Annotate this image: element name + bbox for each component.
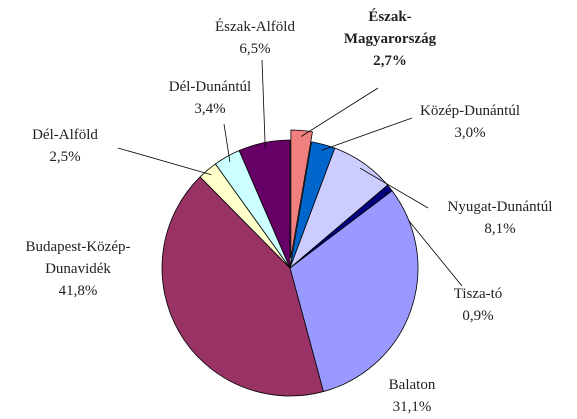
value-label: 2,7% bbox=[373, 53, 407, 69]
pie-slice bbox=[161, 176, 324, 397]
leader-line bbox=[359, 167, 429, 209]
leader-line bbox=[261, 59, 266, 149]
leader-line bbox=[321, 117, 413, 151]
leader-line bbox=[117, 147, 212, 176]
leader-line bbox=[223, 123, 231, 162]
value-label: 41,8% bbox=[58, 283, 98, 299]
category-label: Tisza-tó bbox=[453, 286, 503, 302]
category-label: Balaton bbox=[388, 377, 436, 393]
category-label: Észak-Magyarország bbox=[343, 9, 437, 47]
category-label: Dél-Dunántúl bbox=[168, 79, 252, 95]
category-label: Budapest-Közép-Dunavidék bbox=[25, 239, 131, 277]
slice-label: Észak-Alföld 6,5% bbox=[195, 16, 315, 60]
value-label: 0,9% bbox=[462, 308, 494, 324]
pie-slice bbox=[238, 139, 291, 269]
category-label: Észak-Alföld bbox=[215, 19, 295, 35]
value-label: 3,0% bbox=[454, 125, 486, 141]
slice-label: Dél-Alföld 2,5% bbox=[10, 124, 120, 168]
slice-label: Budapest-Közép-Dunavidék 41,8% bbox=[2, 236, 154, 302]
slice-label: Tisza-tó 0,9% bbox=[428, 283, 528, 327]
slice-label: Nyugat-Dunántúl 8,1% bbox=[430, 196, 570, 240]
category-label: Közép-Dunántúl bbox=[420, 103, 520, 119]
pie-slice bbox=[289, 190, 419, 393]
pie-slice bbox=[290, 129, 313, 259]
value-label: 31,1% bbox=[392, 399, 432, 415]
slice-label: Balaton 31,1% bbox=[362, 374, 462, 418]
value-label: 8,1% bbox=[484, 221, 516, 237]
value-label: 2,5% bbox=[49, 149, 81, 165]
slice-label: Észak-Magyarország 2,7% bbox=[335, 6, 445, 72]
leader-line bbox=[300, 87, 379, 137]
slice-label: Közép-Dunántúl 3,0% bbox=[405, 100, 535, 144]
value-label: 3,4% bbox=[194, 101, 226, 117]
category-label: Dél-Alföld bbox=[32, 127, 98, 143]
value-label: 6,5% bbox=[239, 41, 271, 57]
category-label: Nyugat-Dunántúl bbox=[447, 199, 553, 215]
slice-label: Dél-Dunántúl 3,4% bbox=[150, 76, 270, 120]
